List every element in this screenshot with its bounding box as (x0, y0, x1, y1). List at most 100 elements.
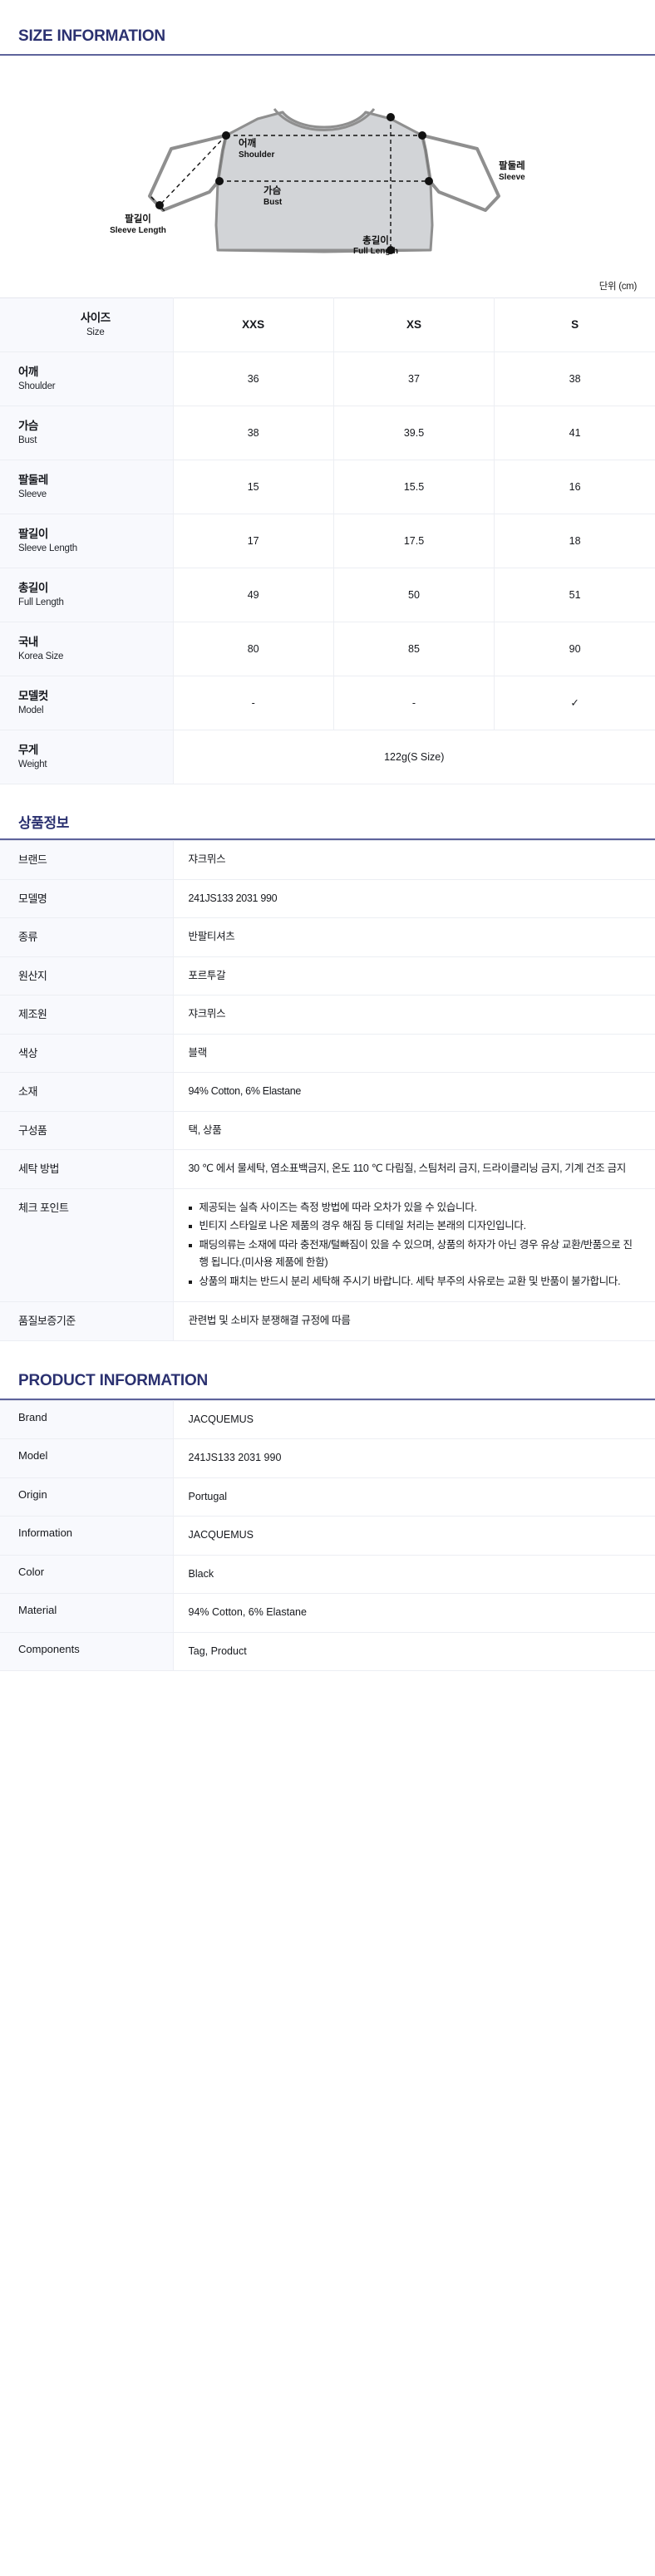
table-row: 총길이 Full Length 49 50 51 (0, 568, 655, 622)
size-table-row-label: 총길이 Full Length (0, 568, 174, 622)
row-label-ko: 팔둘레 (18, 473, 48, 486)
table-row: Brand JACQUEMUS (0, 1400, 655, 1440)
list-item: 상품의 패치는 반드시 분리 세탁해 주시기 바랍니다. 세탁 부주의 사유로는… (188, 1273, 638, 1291)
table-row: 모델명 241JS133 2031 990 (0, 879, 655, 919)
row-label-ko: 가슴 (18, 419, 38, 432)
info-label: 품질보증기준 (0, 1301, 174, 1341)
weight-value: 122g(S Size) (173, 730, 655, 784)
size-value: 17 (173, 514, 334, 568)
table-row: Origin Portugal (0, 1477, 655, 1517)
row-label-en: Bust (18, 435, 37, 445)
size-table-header-row: 사이즈 Size XXS XS S (0, 297, 655, 352)
size-table-row-label: 팔길이 Sleeve Length (0, 514, 174, 568)
row-label-en: Full Length (18, 597, 64, 607)
garment-measurement-diagram: 어깨 Shoulder 팔둘레 Sleeve 가슴 Bust 팔길이 Sleev… (0, 59, 655, 279)
size-value: 37 (333, 351, 495, 406)
size-table-row-label: 팔둘레 Sleeve (0, 460, 174, 514)
size-value: 51 (494, 568, 655, 622)
product-detail-page: SIZE INFORMATION (0, 27, 655, 1723)
size-information-header: SIZE INFORMATION (0, 27, 655, 46)
page-title: SIZE INFORMATION (18, 27, 165, 45)
table-row: 색상 블랙 (0, 1034, 655, 1074)
size-table: 사이즈 Size XXS XS S 어깨 Shoulder 36 37 38 (0, 297, 655, 784)
info-label: 구성품 (0, 1111, 174, 1151)
diagram-label-sleeve-length-ko: 팔길이 (125, 213, 151, 224)
size-value: 39.5 (333, 406, 495, 460)
table-row: 원산지 포르투갈 (0, 956, 655, 996)
table-row: 종류 반팔티셔츠 (0, 917, 655, 957)
table-row: Model 241JS133 2031 990 (0, 1438, 655, 1478)
row-label-en: Weight (18, 759, 47, 769)
row-label-ko: 모델컷 (18, 689, 48, 702)
table-row: 모델컷 Model - - ✓ (0, 676, 655, 730)
product-info-ko-header: 상품정보 (0, 815, 655, 832)
info-label: Model (0, 1438, 174, 1478)
info-value: 94% Cotton, 6% Elastane (173, 1072, 655, 1112)
product-info-en-header: PRODUCT INFORMATION (0, 1371, 655, 1390)
row-label-ko: 어깨 (18, 365, 38, 378)
table-row: 어깨 Shoulder 36 37 38 (0, 351, 655, 406)
list-item: 제공되는 실측 사이즈는 측정 방법에 따라 오차가 있을 수 있습니다. (188, 1199, 638, 1217)
diagram-label-full-length-en: Full Length (353, 247, 398, 256)
info-value: 쟈크뮈스 (173, 840, 655, 880)
info-value: Portugal (173, 1477, 655, 1517)
diagram-label-full-length-ko: 총길이 (362, 234, 389, 246)
section-title-en: PRODUCT INFORMATION (18, 1371, 209, 1389)
size-value: 15 (173, 460, 334, 514)
info-label: 소재 (0, 1072, 174, 1112)
table-row: Material 94% Cotton, 6% Elastane (0, 1593, 655, 1633)
info-value: 반팔티셔츠 (173, 917, 655, 957)
info-value: 94% Cotton, 6% Elastane (173, 1593, 655, 1633)
table-row: 국내 Korea Size 80 85 90 (0, 622, 655, 676)
list-item: 빈티지 스타일로 나온 제품의 경우 해짐 등 디테일 처리는 본래의 디자인입… (188, 1217, 638, 1236)
info-label: Brand (0, 1400, 174, 1440)
size-table-row-label: 모델컷 Model (0, 676, 174, 730)
check-point-label: 체크 포인트 (0, 1188, 174, 1303)
table-row: Information JACQUEMUS (0, 1516, 655, 1556)
size-value: 41 (494, 406, 655, 460)
info-value: 블랙 (173, 1034, 655, 1074)
table-row: 무게 Weight 122g(S Size) (0, 730, 655, 784)
size-column-header: XXS (173, 297, 334, 352)
table-row: 브랜드 쟈크뮈스 (0, 840, 655, 880)
info-value: JACQUEMUS (173, 1516, 655, 1556)
table-row: 세탁 방법 30 ℃ 에서 물세탁, 염소표백금지, 온도 110 ℃ 다림질,… (0, 1149, 655, 1189)
measurement-points (155, 112, 433, 254)
diagram-label-shoulder-en: Shoulder (239, 150, 274, 160)
size-value: 90 (494, 622, 655, 676)
info-label: Components (0, 1632, 174, 1672)
model-check-icon: ✓ (494, 676, 655, 730)
size-value: 15.5 (333, 460, 495, 514)
info-label: 제조원 (0, 995, 174, 1035)
info-value: 241JS133 2031 990 (173, 879, 655, 919)
table-row: 제조원 쟈크뮈스 (0, 995, 655, 1035)
row-label-en: Korea Size (18, 651, 64, 661)
info-value: Black (173, 1555, 655, 1595)
info-label: 종류 (0, 917, 174, 957)
size-value: 38 (494, 351, 655, 406)
info-label: 색상 (0, 1034, 174, 1074)
size-table-row-label: 가슴 Bust (0, 406, 174, 460)
size-table-row-label: 사이즈 Size (0, 297, 174, 352)
table-row: 팔길이 Sleeve Length 17 17.5 18 (0, 514, 655, 568)
info-label: 세탁 방법 (0, 1149, 174, 1189)
diagram-label-sleeve-ko: 팔둘레 (499, 160, 525, 171)
row-label-en: Sleeve Length (18, 543, 77, 553)
info-value: 관련법 및 소비자 분쟁해결 규정에 따름 (173, 1301, 655, 1341)
info-label: 모델명 (0, 879, 174, 919)
diagram-label-shoulder-ko: 어깨 (239, 137, 256, 149)
product-info-en-divider (0, 1398, 655, 1400)
info-value: Tag, Product (173, 1632, 655, 1672)
size-value: - (333, 676, 495, 730)
size-column-header: XS (333, 297, 495, 352)
table-row: Color Black (0, 1555, 655, 1595)
table-row: 소재 94% Cotton, 6% Elastane (0, 1072, 655, 1112)
table-row: 구성품 택, 상품 (0, 1111, 655, 1151)
size-section-divider (0, 53, 655, 56)
table-row: 체크 포인트 제공되는 실측 사이즈는 측정 방법에 따라 오차가 있을 수 있… (0, 1188, 655, 1303)
info-label: 브랜드 (0, 840, 174, 880)
info-label: Color (0, 1555, 174, 1595)
check-point-value: 제공되는 실측 사이즈는 측정 방법에 따라 오차가 있을 수 있습니다. 빈티… (173, 1188, 655, 1303)
info-value: 241JS133 2031 990 (173, 1438, 655, 1478)
table-row: Components Tag, Product (0, 1632, 655, 1672)
